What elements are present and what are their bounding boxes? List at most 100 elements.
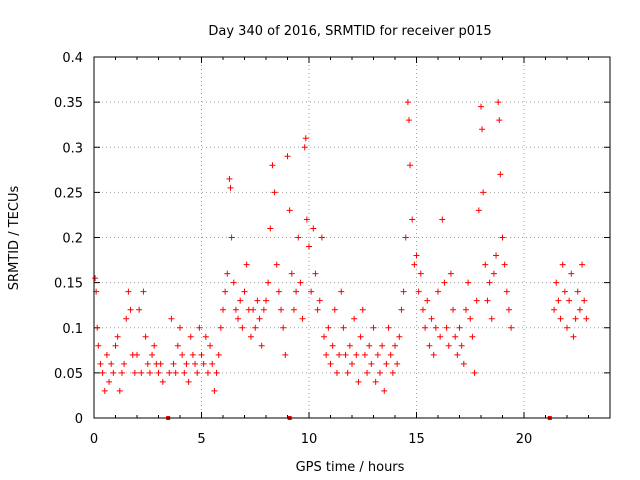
data-point — [505, 306, 512, 313]
data-point — [131, 369, 138, 376]
data-point — [361, 351, 368, 358]
data-point — [389, 369, 396, 376]
data-point — [275, 288, 282, 295]
data-point — [166, 369, 173, 376]
data-point — [220, 306, 226, 313]
data-point — [224, 270, 231, 277]
data-point — [243, 261, 250, 268]
data-point — [227, 184, 234, 191]
data-point — [235, 315, 242, 322]
data-point — [499, 234, 506, 241]
data-point — [209, 360, 216, 367]
data-point — [374, 351, 381, 358]
data-point — [194, 369, 201, 376]
data-point — [349, 360, 355, 367]
data-point — [306, 243, 312, 250]
data-point — [278, 306, 285, 313]
data-point — [290, 306, 297, 313]
data-point — [192, 360, 199, 367]
data-point — [318, 234, 325, 241]
data-point — [379, 342, 386, 349]
data-point — [366, 342, 373, 349]
data-point — [327, 360, 334, 367]
data-point — [254, 297, 261, 304]
data-point — [316, 297, 323, 304]
ticks: 0 0.05 0.1 0.15 0.2 0.25 0.3 0.35 0.4 0 5 10 15 20 — [54, 51, 610, 447]
data-point — [417, 270, 424, 277]
data-points — [92, 99, 590, 394]
y-tick-label: 0.35 — [54, 96, 83, 111]
data-point — [314, 306, 321, 313]
data-point — [207, 342, 214, 349]
data-point — [576, 306, 583, 313]
data-point — [325, 324, 332, 331]
data-point — [486, 279, 493, 286]
data-point — [497, 171, 504, 178]
data-point — [579, 261, 586, 268]
data-point — [286, 207, 293, 214]
data-point — [114, 333, 121, 340]
data-point — [495, 99, 502, 106]
x-tick-label: 20 — [516, 432, 533, 447]
data-point — [230, 279, 237, 286]
data-point — [437, 333, 444, 340]
data-point — [559, 261, 566, 268]
data-point — [574, 288, 581, 295]
data-point — [404, 99, 411, 106]
data-point — [447, 270, 454, 277]
grid — [94, 57, 610, 418]
data-point — [471, 369, 478, 376]
data-point — [439, 216, 446, 223]
data-point — [179, 351, 186, 358]
data-point — [151, 342, 158, 349]
data-point — [146, 369, 153, 376]
data-point — [432, 324, 439, 331]
data-point — [267, 225, 274, 232]
data-point — [310, 225, 317, 232]
data-point — [376, 369, 383, 376]
data-point — [331, 306, 338, 313]
data-point — [308, 288, 315, 295]
data-point — [226, 175, 233, 182]
data-point — [396, 333, 403, 340]
data-point — [258, 342, 265, 349]
y-tick-label: 0.3 — [62, 141, 83, 156]
data-point — [372, 378, 379, 385]
data-point — [462, 306, 469, 313]
data-point — [263, 297, 269, 304]
data-point — [140, 288, 147, 295]
data-point — [321, 333, 328, 340]
y-tick-label: 0.05 — [54, 367, 83, 382]
y-tick-label: 0.15 — [54, 277, 83, 292]
data-point — [112, 342, 119, 349]
data-point — [381, 387, 388, 394]
data-point — [329, 342, 336, 349]
data-point — [228, 234, 235, 241]
data-point — [581, 297, 588, 304]
data-point — [177, 324, 183, 331]
data-point — [189, 351, 196, 358]
data-point — [92, 275, 99, 282]
data-point — [336, 351, 343, 358]
data-point — [108, 360, 115, 367]
data-point — [250, 306, 257, 313]
data-point — [256, 315, 263, 322]
data-point — [407, 162, 414, 169]
data-point — [213, 369, 220, 376]
data-point — [473, 297, 480, 304]
data-point — [364, 369, 371, 376]
data-point — [241, 288, 248, 295]
data-point — [168, 315, 175, 322]
data-point — [370, 324, 377, 331]
data-point — [155, 369, 162, 376]
data-point — [134, 351, 140, 358]
x-tick-label: 0 — [90, 432, 98, 447]
data-point — [553, 279, 560, 286]
data-point — [424, 297, 431, 304]
data-point — [415, 288, 422, 295]
data-point — [172, 369, 179, 376]
data-point — [340, 324, 347, 331]
data-point — [170, 360, 177, 367]
data-point — [488, 315, 495, 322]
